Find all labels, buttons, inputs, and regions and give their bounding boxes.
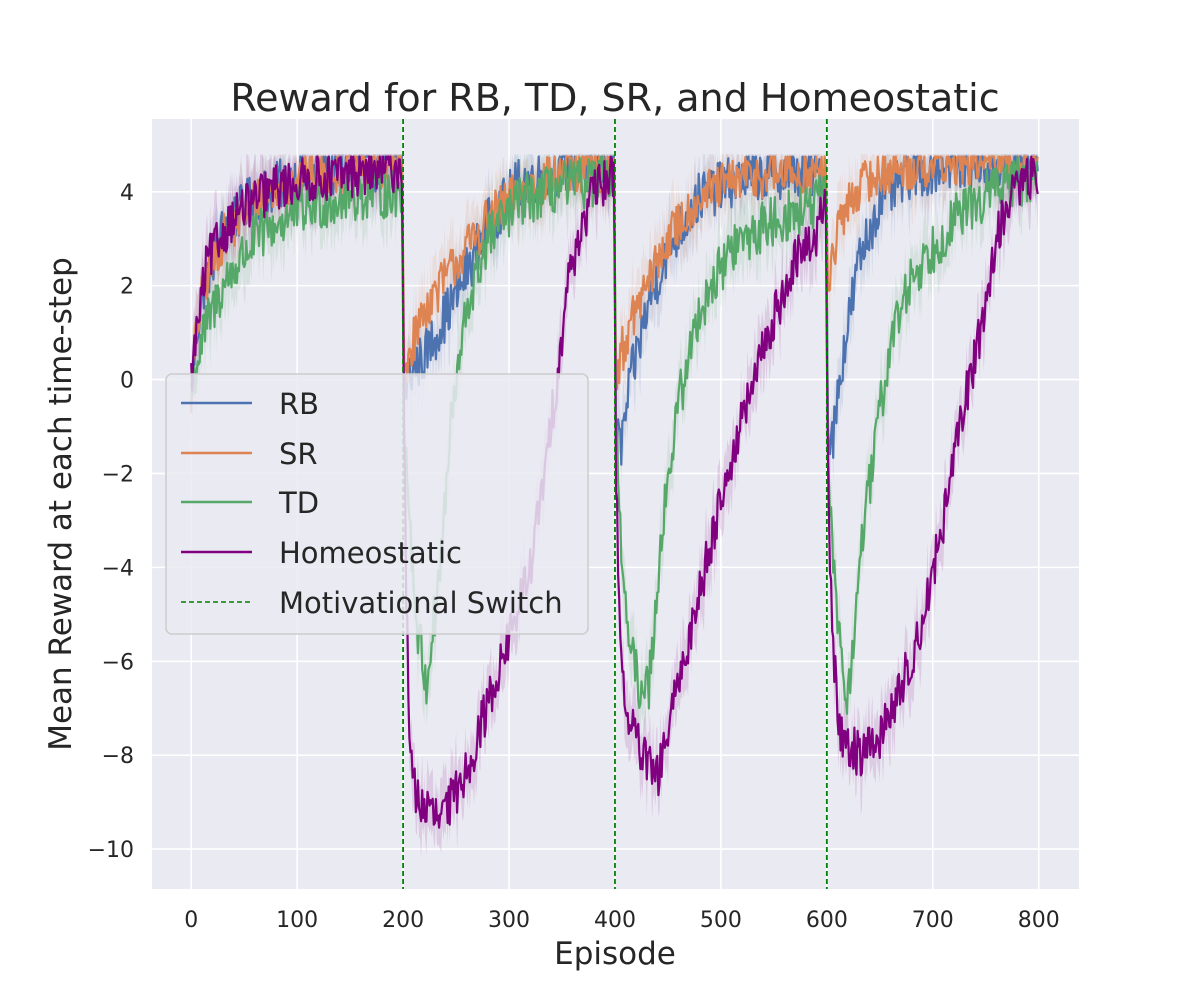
legend-label-homeostatic: Homeostatic: [279, 536, 462, 570]
series-line-homeostatic: [190, 155, 1039, 829]
x-tick-label: 700: [912, 908, 954, 933]
y-tick-label: 2: [120, 275, 134, 300]
y-tick-label: −4: [102, 556, 134, 581]
y-tick-label: −10: [88, 838, 134, 863]
legend: RB SR TD Homeostatic Motivational Switch: [165, 373, 589, 635]
x-tick-label: 400: [594, 908, 636, 933]
y-tick-label: −8: [102, 744, 134, 769]
chart-title: Reward for RB, TD, SR, and Homeostatic: [230, 76, 999, 120]
legend-label-motivational-switch: Motivational Switch: [279, 586, 563, 620]
y-tick-label: −6: [102, 650, 134, 675]
x-tick-label: 500: [700, 908, 742, 933]
y-tick-label: 0: [120, 369, 134, 394]
x-tick-label: 300: [488, 908, 530, 933]
legend-label-rb: RB: [279, 387, 319, 421]
x-tick-label: 600: [806, 908, 848, 933]
x-tick-label: 800: [1018, 908, 1060, 933]
y-axis-label: Mean Reward at each time-step: [43, 257, 79, 751]
x-axis-label: Episode: [554, 936, 676, 972]
legend-box: [165, 373, 589, 635]
tick-labels: 0 100 200 300 400 500 600 700 800 −10 −8 −6 −4 −2 0 2 4: [88, 181, 1060, 933]
x-tick-label: 200: [382, 908, 424, 933]
x-tick-label: 0: [184, 908, 198, 933]
legend-label-td: TD: [278, 486, 319, 520]
legend-label-sr: SR: [279, 437, 318, 471]
x-tick-label: 100: [276, 908, 318, 933]
y-tick-label: −2: [102, 462, 134, 487]
y-tick-label: 4: [120, 181, 134, 206]
